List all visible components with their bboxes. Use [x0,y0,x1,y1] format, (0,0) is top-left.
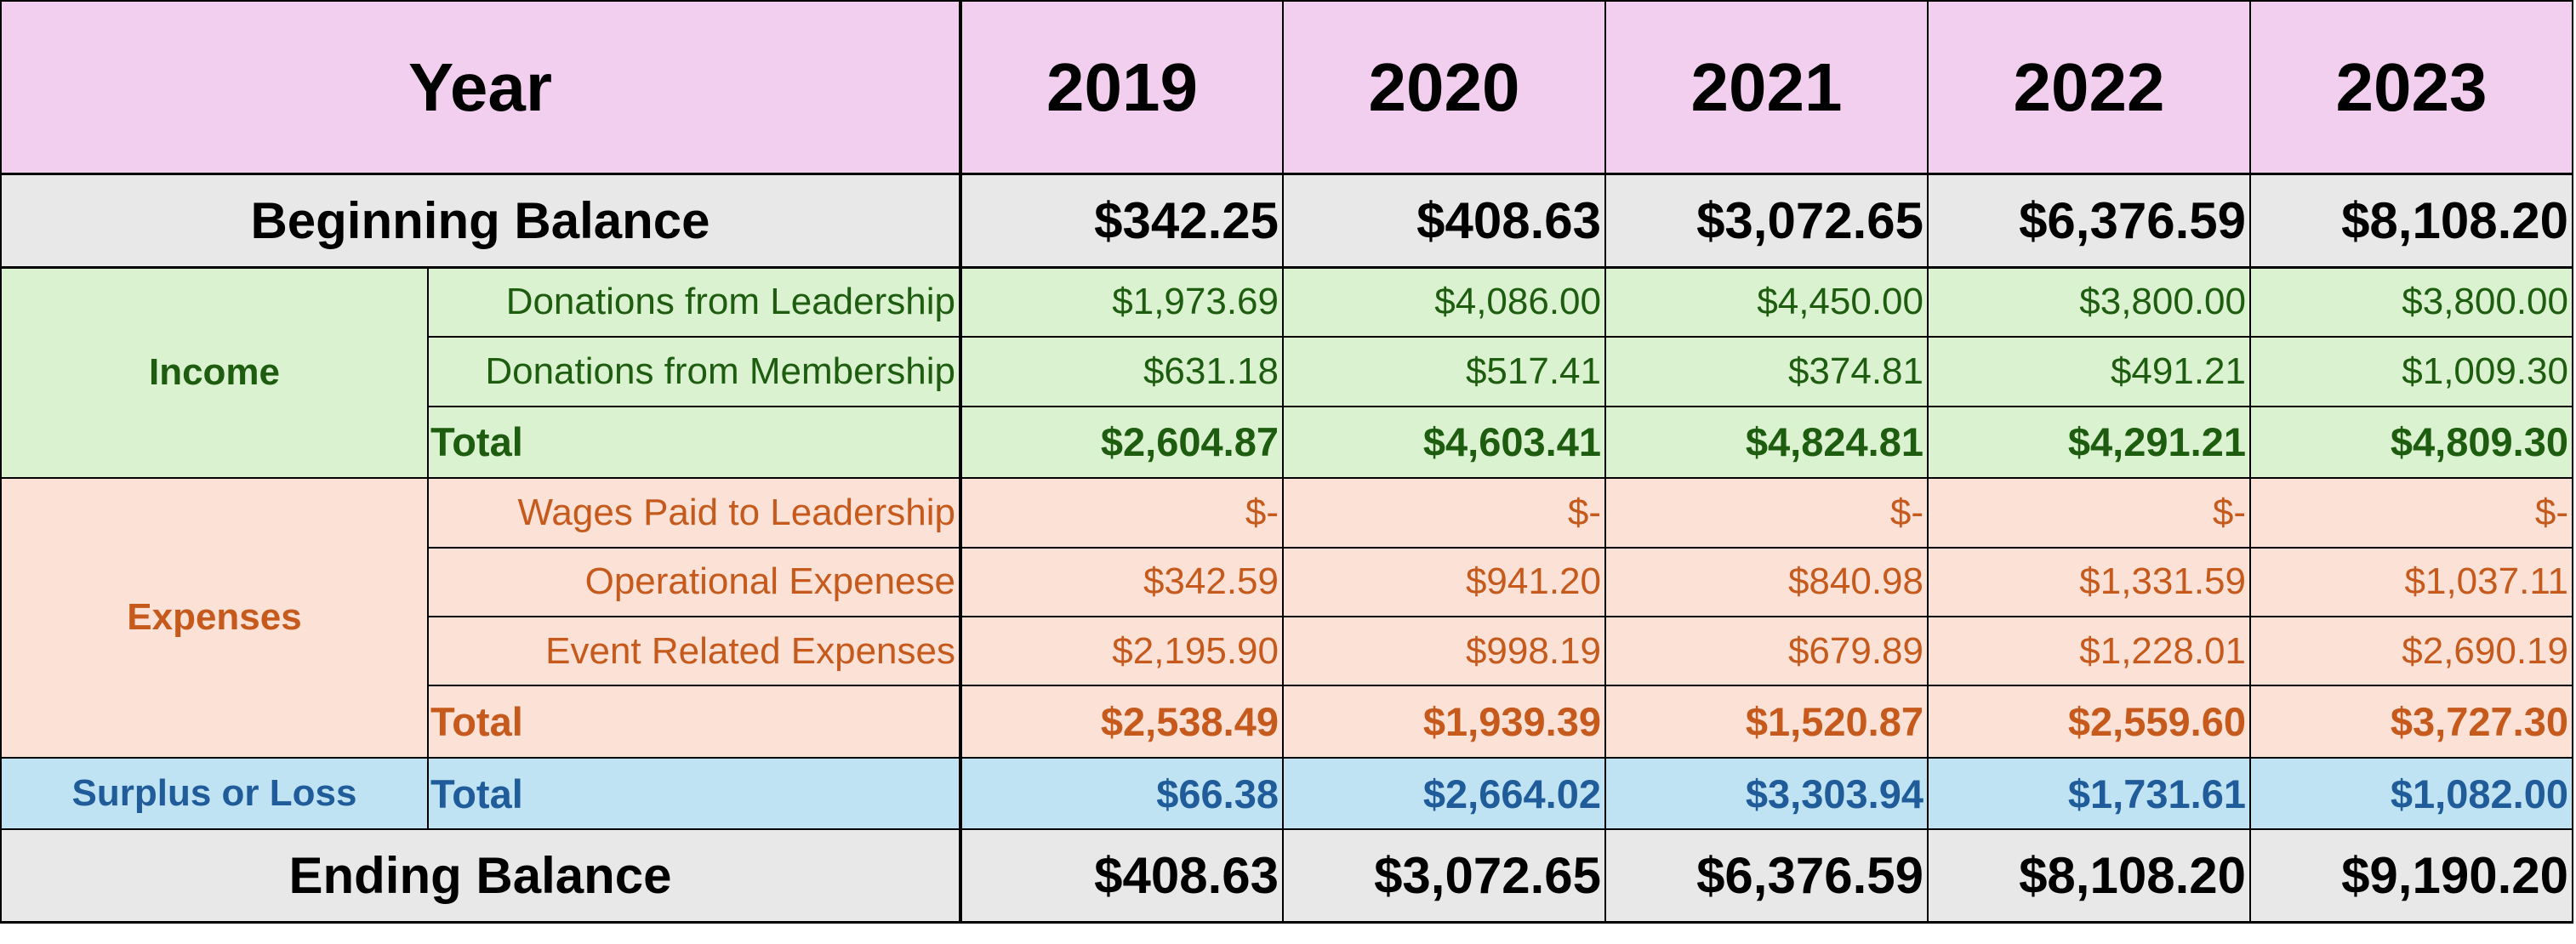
ending-balance-value: $9,190.20 [2249,828,2573,924]
expenses-total-value: $2,538.49 [960,685,1284,759]
surplus-value: $3,303.94 [1604,756,1929,831]
year-header-cell: 2021 [1604,0,1929,176]
expenses-total-label: Total [427,685,962,759]
income-value: $1,973.69 [960,266,1284,338]
expense-value: $2,690.19 [2249,615,2573,687]
surplus-total-label: Total [427,756,962,831]
surplus-row: Surplus or Loss Total $66.38 $2,664.02 $… [0,756,2573,831]
expenses-total-value: $3,727.30 [2249,685,2573,759]
beginning-balance-value: $408.63 [1282,173,1606,269]
header-row: Year 2019 2020 2021 2022 2023 [0,0,2573,176]
income-value: $491.21 [1927,336,2251,407]
beginning-balance-row: Beginning Balance $342.25 $408.63 $3,072… [0,173,2573,269]
year-header-label: Year [0,0,962,176]
expense-row-label: Event Related Expenses [427,615,962,687]
year-header-cell: 2020 [1282,0,1606,176]
expense-value: $1,331.59 [1927,546,2251,617]
surplus-value: $2,664.02 [1282,756,1606,831]
year-header-cell: 2019 [960,0,1284,176]
income-total-value: $4,603.41 [1282,405,1606,480]
ending-balance-value: $8,108.20 [1927,828,2251,924]
expense-row: Operational Expenese $342.59 $941.20 $84… [1,546,2573,617]
surplus-value: $1,731.61 [1927,756,2251,831]
income-total-label: Total [427,405,962,480]
financial-summary-table: Year 2019 2020 2021 2022 2023 Beginning … [0,0,2573,924]
income-value: $3,800.00 [1927,266,2251,338]
ending-balance-label: Ending Balance [0,828,962,924]
ending-balance-value: $6,376.59 [1604,828,1929,924]
expense-value: $998.19 [1282,615,1606,687]
expenses-total-row: Total $2,538.49 $1,939.39 $1,520.87 $2,5… [1,685,2573,759]
surplus-value: $1,082.00 [2249,756,2573,831]
income-category-label: Income [0,266,429,480]
beginning-balance-value: $3,072.65 [1604,173,1929,269]
expense-row-label: Operational Expenese [427,546,962,617]
beginning-balance-label: Beginning Balance [0,173,962,269]
expense-value: $- [1282,477,1606,549]
income-total-row: Total $2,604.87 $4,603.41 $4,824.81 $4,2… [1,405,2573,480]
year-header-cell: 2023 [2249,0,2573,176]
income-value: $1,009.30 [2249,336,2573,407]
beginning-balance-value: $8,108.20 [2249,173,2573,269]
expense-value: $1,228.01 [1927,615,2251,687]
beginning-balance-value: $6,376.59 [1927,173,2251,269]
surplus-category-label: Surplus or Loss [0,756,429,831]
income-value: $3,800.00 [2249,266,2573,338]
income-total-value: $4,291.21 [1927,405,2251,480]
income-value: $517.41 [1282,336,1606,407]
income-total-value: $4,809.30 [2249,405,2573,480]
beginning-balance-value: $342.25 [960,173,1284,269]
expense-value: $941.20 [1282,546,1606,617]
expense-row-label: Wages Paid to Leadership [427,477,962,549]
year-header-cell: 2022 [1927,0,2251,176]
expense-value: $1,037.11 [2249,546,2573,617]
ending-balance-value: $3,072.65 [1282,828,1606,924]
expenses-total-value: $1,520.87 [1604,685,1929,759]
expense-value: $- [1604,477,1929,549]
income-total-value: $2,604.87 [960,405,1284,480]
expense-value: $- [960,477,1284,549]
expense-value: $- [1927,477,2251,549]
expense-value: $679.89 [1604,615,1929,687]
surplus-value: $66.38 [960,756,1284,831]
income-total-value: $4,824.81 [1604,405,1929,480]
income-row: Income Donations from Leadership $1,973.… [0,266,2573,480]
expenses-total-value: $2,559.60 [1927,685,2251,759]
income-row-label: Donations from Membership [427,336,962,407]
ending-balance-row: Ending Balance $408.63 $3,072.65 $6,376.… [0,828,2573,924]
income-value: $4,086.00 [1282,266,1606,338]
expenses-category-label: Expenses [0,477,429,759]
income-row-label: Donations from Leadership [427,266,962,338]
ending-balance-value: $408.63 [960,828,1284,924]
expense-value: $2,195.90 [960,615,1284,687]
expense-value: $342.59 [960,546,1284,617]
expense-row: Expenses Wages Paid to Leadership $- $- … [0,477,2573,759]
income-value: $374.81 [1604,336,1929,407]
expense-value: $- [2249,477,2573,549]
expenses-total-value: $1,939.39 [1282,685,1606,759]
income-value: $631.18 [960,336,1284,407]
income-value: $4,450.00 [1604,266,1929,338]
income-row: Donations from Membership $631.18 $517.4… [1,336,2573,407]
expense-row: Event Related Expenses $2,195.90 $998.19… [1,615,2573,687]
expense-value: $840.98 [1604,546,1929,617]
